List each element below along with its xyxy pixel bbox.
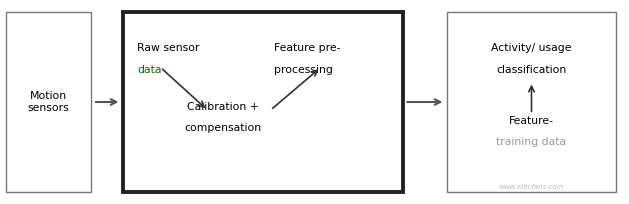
Text: classification: classification: [496, 65, 567, 75]
Text: data: data: [137, 65, 162, 75]
Text: Calibration +: Calibration +: [187, 102, 259, 112]
Text: processing: processing: [274, 65, 333, 75]
Bar: [123, 12, 403, 192]
Text: Feature pre-: Feature pre-: [274, 43, 340, 53]
Text: training data: training data: [496, 137, 567, 147]
Bar: [447, 12, 616, 192]
Text: Feature-: Feature-: [509, 116, 554, 126]
Text: www.elecfans.com: www.elecfans.com: [499, 184, 564, 190]
Text: Raw sensor: Raw sensor: [137, 43, 199, 53]
Text: compensation: compensation: [185, 123, 262, 133]
Bar: [6, 12, 91, 192]
Text: Motion
sensors: Motion sensors: [28, 91, 70, 113]
Text: Activity/ usage: Activity/ usage: [491, 43, 572, 53]
